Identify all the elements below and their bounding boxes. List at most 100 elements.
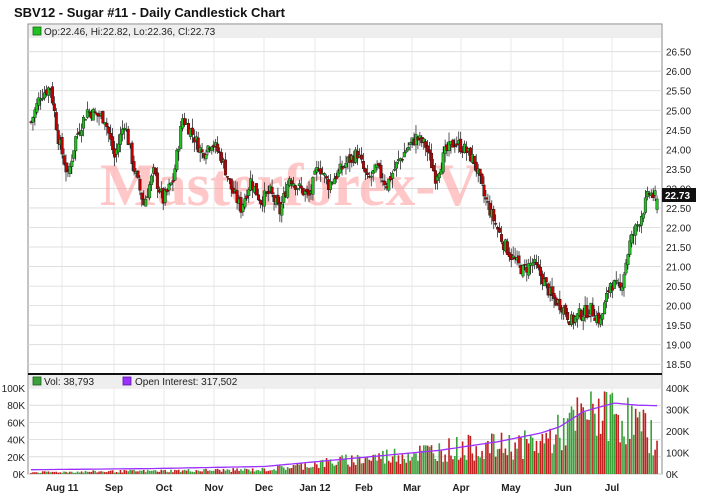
volume-bar <box>191 471 194 474</box>
volume-bar <box>255 470 258 474</box>
volume-bar <box>343 459 345 474</box>
volume-bar <box>205 468 207 474</box>
volume-bar <box>144 472 147 474</box>
volume-bar <box>537 452 540 474</box>
volume-bar <box>277 465 279 474</box>
volume-bar <box>463 455 466 474</box>
open-interest-line <box>31 402 658 471</box>
candle-body <box>579 310 583 320</box>
volume-bar <box>597 398 600 474</box>
volume-bar <box>242 470 244 474</box>
volume-bar <box>273 469 275 474</box>
candle-body <box>447 141 451 152</box>
volume-bar <box>448 438 450 474</box>
volume-bar <box>162 470 165 474</box>
candle-body <box>620 286 624 291</box>
volume-bar <box>49 472 52 474</box>
candle-body <box>369 175 373 178</box>
volume-bar <box>611 392 614 474</box>
volume-bar <box>172 472 174 474</box>
volume-bar <box>80 471 83 474</box>
volume-bar <box>281 466 283 474</box>
candle-body <box>220 152 224 163</box>
volume-bar <box>146 469 149 474</box>
candle-body <box>299 185 303 189</box>
volume-bar <box>652 455 654 474</box>
volume-bar <box>123 469 126 474</box>
candle-body <box>400 159 404 161</box>
volume-bar <box>129 469 131 474</box>
volume-bar <box>539 440 542 474</box>
volume-bar <box>304 463 306 474</box>
vol-legend-text: Vol: 38,793 <box>44 377 94 388</box>
volume-bar <box>393 448 396 474</box>
volume-bar <box>249 471 252 474</box>
x-tick-label: Jan 12 <box>299 483 331 494</box>
volume-bar <box>432 453 435 474</box>
volume-bar <box>98 471 100 474</box>
price-tick-label: 20.50 <box>666 282 691 293</box>
candle-body <box>111 136 115 151</box>
volume-bar <box>30 472 32 474</box>
volume-bar <box>150 470 153 474</box>
candle-body <box>585 305 589 318</box>
volume-bar <box>642 409 645 474</box>
candle-body <box>655 198 659 210</box>
volume-bar <box>407 453 409 474</box>
volume-bar <box>137 471 139 474</box>
open-interest-y-axis-right: 0K 100K 200K 300K 400K <box>666 384 690 481</box>
candle-body <box>118 133 122 145</box>
candle-body <box>653 190 657 196</box>
price-tick-label: 25.00 <box>666 106 691 117</box>
volume-bar <box>627 397 629 474</box>
candle-body <box>544 277 548 283</box>
candle-body <box>200 149 204 153</box>
candle-body <box>169 182 173 185</box>
candle-body <box>282 193 286 203</box>
candle-body <box>196 137 200 153</box>
candle-body <box>216 143 220 152</box>
volume-bar <box>580 403 583 474</box>
volume-bar <box>572 409 575 474</box>
candle-body <box>313 170 317 175</box>
volume-bar <box>45 471 48 474</box>
candle-body <box>459 138 463 153</box>
candle-body <box>498 227 502 233</box>
candle-body <box>109 133 113 140</box>
volume-tick-label: 20K <box>7 453 25 464</box>
candle-body <box>223 159 227 176</box>
volume-bar <box>399 463 402 474</box>
volume-bar <box>214 469 217 474</box>
volume-bar <box>352 462 355 474</box>
volume-bar <box>452 459 454 474</box>
volume-bar <box>306 467 308 474</box>
volume-bars <box>30 391 658 474</box>
volume-bar <box>94 470 96 474</box>
volume-bar <box>314 462 316 474</box>
volume-bar <box>185 470 188 474</box>
candle-body <box>511 255 515 258</box>
volume-bar <box>84 470 87 474</box>
volume-bar <box>57 472 60 474</box>
candle-body <box>573 316 577 323</box>
volume-legend-box <box>29 375 661 388</box>
volume-bar <box>232 468 235 474</box>
oi-tick-label: 100K <box>666 449 690 460</box>
candle-body <box>130 142 134 165</box>
volume-bar <box>613 414 616 474</box>
volume-bar <box>142 469 145 474</box>
volume-bar <box>135 471 137 474</box>
volume-bar <box>100 471 102 474</box>
price-tick-label: 22.00 <box>666 223 691 234</box>
volume-tick-label: 0K <box>13 470 26 481</box>
candle-body <box>150 175 154 186</box>
candle-body <box>523 264 527 266</box>
volume-bar <box>609 394 612 474</box>
price-tick-label: 21.50 <box>666 243 691 254</box>
volume-bar <box>298 464 301 474</box>
candle-body <box>482 184 486 197</box>
volume-bar <box>549 428 551 474</box>
candle-body <box>120 128 124 135</box>
volume-bar <box>446 461 448 474</box>
volume-bar <box>500 432 503 474</box>
